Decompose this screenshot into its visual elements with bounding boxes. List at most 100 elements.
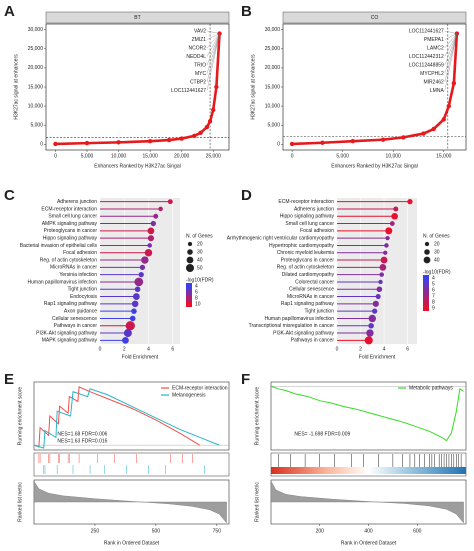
x-tick-label: 10,000: [386, 153, 402, 159]
lollipop-dot: [139, 264, 146, 270]
gene-annotation: LOC112441627: [171, 88, 206, 94]
lollipop-dot: [371, 308, 378, 314]
color-legend-label: 10: [195, 301, 201, 307]
x-axis-label: Fold Enrichment: [122, 354, 159, 360]
lollipop-dot: [122, 336, 129, 344]
lollipop-dot: [147, 243, 152, 248]
enhancer-point: [431, 126, 436, 132]
lollipop-dot: [123, 329, 132, 338]
lollipop-dot: [129, 315, 136, 322]
lollipop-dot: [132, 293, 140, 300]
gene-annotation: LMNA: [430, 88, 445, 94]
color-legend-title: -log10(FDR): [186, 277, 214, 283]
enhancer-point: [421, 131, 426, 136]
color-legend-swatch: [423, 299, 429, 305]
category-label: Axon guidance: [64, 308, 97, 314]
gene-annotation: CTBP2: [190, 79, 206, 85]
category-label: PI3K-Akt signaling pathway: [273, 330, 334, 336]
annotation-connector: [444, 30, 457, 34]
annotation-connector: [206, 33, 220, 49]
annotation-connector: [444, 33, 458, 83]
category-label: MicroRNAs in cancer: [50, 265, 97, 271]
y-tick-label: 10,000: [265, 103, 281, 109]
category-label: Bacterial invasion of epithelial cells: [20, 243, 98, 249]
y-tick-label: 5,000: [30, 123, 43, 129]
enhancer-point: [84, 140, 90, 146]
enhancer-point: [446, 103, 452, 109]
lollipop-dot: [158, 206, 163, 212]
color-legend-label: 6: [432, 287, 435, 293]
running-score: [33, 388, 220, 449]
category-label: Focal adhesion: [300, 228, 334, 234]
ranked-metric: [33, 480, 227, 524]
enhancer-point: [192, 133, 197, 139]
color-legend-label: 4: [195, 283, 198, 289]
lollipop-dot: [380, 256, 388, 264]
color-legend-label: 7: [432, 293, 435, 299]
color-legend-swatch: [186, 301, 192, 307]
category-label: Cellular senescence: [289, 287, 334, 293]
x-tick-label: 0: [54, 153, 57, 159]
stat-label: NES=1.68 FDR=0.006: [57, 431, 107, 437]
color-legend-label: 4: [432, 275, 435, 281]
color-legend-swatch: [186, 289, 192, 295]
y-tick-label: 15,000: [28, 84, 44, 90]
gene-annotation: LOC112442312: [409, 54, 444, 60]
lollipop-dot: [141, 256, 149, 264]
enhancer-point: [350, 139, 355, 144]
size-legend-label: 20: [197, 241, 203, 247]
lollipop-dot: [384, 243, 389, 248]
y-tick-label: 30,000: [265, 27, 281, 33]
x-tick-label: 15,000: [436, 153, 452, 159]
color-legend-swatch: [423, 287, 429, 293]
annotation-connector: [444, 33, 458, 74]
lollipop-dot: [364, 336, 373, 345]
y-tick-label: 25,000: [28, 46, 44, 52]
metric-axis-label: Ranked list metric: [254, 482, 260, 522]
size-legend-label: 20: [434, 241, 440, 247]
hit-frame: [33, 452, 230, 477]
category-label: Dilated cardiomyopathy: [282, 272, 335, 278]
gene-annotation: TRIO: [194, 62, 206, 68]
color-legend-label: 8: [195, 295, 198, 301]
color-legend-swatch: [423, 305, 429, 311]
x-tick-label: 0: [99, 346, 102, 352]
lollipop-dot: [125, 321, 135, 331]
legend-label: Melanogenesis: [172, 392, 206, 398]
size-legend-dot: [424, 241, 430, 247]
lollipop-dot: [131, 300, 139, 308]
lollipop-dot: [393, 206, 399, 212]
metric-axis-label: Ranked list metric: [17, 482, 23, 522]
x-tick-label: 500: [152, 528, 161, 534]
color-legend-swatch: [423, 281, 429, 287]
category-label: Hippo signaling pathway: [280, 214, 335, 220]
category-label: Focal adhesion: [63, 250, 97, 256]
category-label: Human papillomavirus infection: [265, 316, 335, 322]
x-axis-label: Fold Enrichment: [359, 354, 396, 360]
y-axis-label: H3K27ac signal at enhancers: [13, 54, 19, 120]
lollipop-dot: [150, 220, 156, 227]
category-label: Colorectal cancer: [295, 279, 334, 285]
annotation-connector: [444, 33, 458, 57]
enhancer-point: [401, 135, 406, 140]
annotation-connector: [206, 33, 220, 66]
size-legend-label: 40: [434, 257, 440, 263]
annotation-connector: [444, 33, 458, 66]
color-legend-swatch: [423, 293, 429, 299]
color-legend-label: 8: [432, 299, 435, 305]
annotation-connector: [444, 33, 458, 91]
category-label: Tight junction: [304, 308, 334, 314]
panel-letter: C: [4, 187, 15, 204]
y-tick-label: 15,000: [265, 84, 281, 90]
category-label: Hippo signaling pathway: [43, 235, 98, 241]
enhancer-point: [380, 137, 386, 142]
enhancer-point: [116, 140, 121, 145]
category-label: Arrhythmogenic right ventricular cardiom…: [227, 235, 335, 241]
annotation-connector: [206, 33, 220, 74]
running-score: [270, 385, 464, 442]
gene-annotation: NEDD4L: [186, 54, 206, 60]
y-tick-label: 0: [277, 142, 280, 148]
category-label: Rap1 signaling pathway: [44, 301, 98, 307]
category-label: Pathways in cancer: [291, 338, 335, 344]
x-tick-label: 5,000: [81, 153, 94, 159]
